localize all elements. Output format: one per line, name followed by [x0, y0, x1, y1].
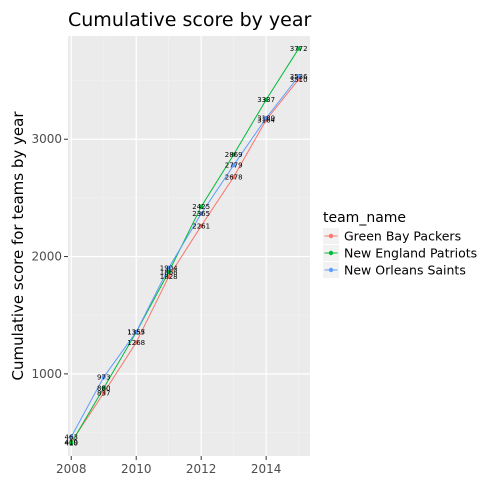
data-point: [69, 440, 74, 446]
data-label: 3180: [257, 115, 275, 123]
data-label: 3772: [290, 45, 308, 53]
data-label: 419: [65, 439, 78, 447]
chart-title: Cumulative score by year: [68, 9, 311, 31]
data-point: [166, 274, 171, 279]
legend-key-point: [328, 250, 334, 256]
data-point: [231, 174, 236, 180]
x-tick-label: 2010: [121, 462, 152, 476]
legend-label: Green Bay Packers: [344, 229, 461, 244]
series-line-0: [70, 79, 300, 443]
data-label: 3536: [290, 73, 308, 81]
data-label: 837: [97, 390, 110, 398]
x-tick-label: 2008: [56, 462, 87, 476]
x-tick-label: 2014: [251, 462, 282, 476]
data-point: [263, 97, 269, 102]
data-point: [166, 265, 171, 271]
data-point: [134, 329, 139, 335]
data-label: 1357: [127, 328, 145, 336]
data-label: 2425: [192, 203, 210, 211]
data-point: [198, 204, 204, 209]
data-label: 2365: [192, 210, 210, 218]
grid-minor: [68, 36, 310, 456]
data-label: 463: [65, 433, 78, 441]
data-label: 3337: [257, 96, 275, 104]
legend: team_name Green Bay Packers New England P…: [323, 210, 477, 278]
data-label: 3510: [290, 76, 308, 84]
data-point: [231, 162, 236, 168]
data-point: [263, 115, 269, 121]
x-axis: 2008 2010 2012 2014: [56, 456, 281, 476]
data-label: 410: [65, 440, 78, 448]
data-label: 3164: [257, 117, 275, 125]
data-label: 880: [97, 384, 110, 392]
legend-key-point: [328, 267, 334, 273]
legend-label: New Orleans Saints: [344, 263, 466, 278]
data-point: [296, 46, 301, 51]
data-label: 1904: [160, 264, 178, 272]
legend-label: New England Patriots: [344, 246, 477, 261]
y-axis-title: Cumulative score for teams by year: [9, 111, 27, 381]
x-tick-label: 2012: [186, 462, 217, 476]
data-point: [101, 390, 106, 396]
data-point: [101, 374, 106, 380]
data-point: [134, 340, 139, 345]
data-label: 2779: [225, 162, 243, 170]
data-label: 1828: [160, 273, 178, 281]
series-line-1: [70, 48, 300, 444]
series-layer: [69, 46, 301, 446]
data-label: 973: [97, 374, 110, 382]
legend-key-point: [328, 233, 334, 239]
legend-title: team_name: [323, 210, 406, 226]
data-label: 2678: [225, 174, 243, 182]
y-tick-label: 1000: [31, 367, 62, 381]
data-point: [231, 152, 236, 157]
data-labels: 419 837 1268 1828 2261 2678 3164 3510 410 880 1355…: [65, 45, 309, 447]
data-point: [198, 223, 204, 229]
data-label: 1868: [160, 269, 178, 277]
y-axis: 1000 2000 3000: [31, 132, 68, 381]
grid-major: [68, 36, 310, 456]
y-tick-label: 2000: [31, 250, 62, 264]
data-point: [296, 74, 301, 79]
y-tick-label: 3000: [31, 132, 62, 146]
data-point: [198, 211, 204, 216]
data-point: [101, 385, 106, 391]
data-label: 2261: [192, 222, 210, 230]
data-label: 1268: [127, 339, 145, 347]
data-label: 1355: [127, 329, 145, 337]
data-label: 2869: [225, 151, 243, 159]
series-line-2: [70, 76, 300, 438]
data-point: [69, 434, 74, 440]
